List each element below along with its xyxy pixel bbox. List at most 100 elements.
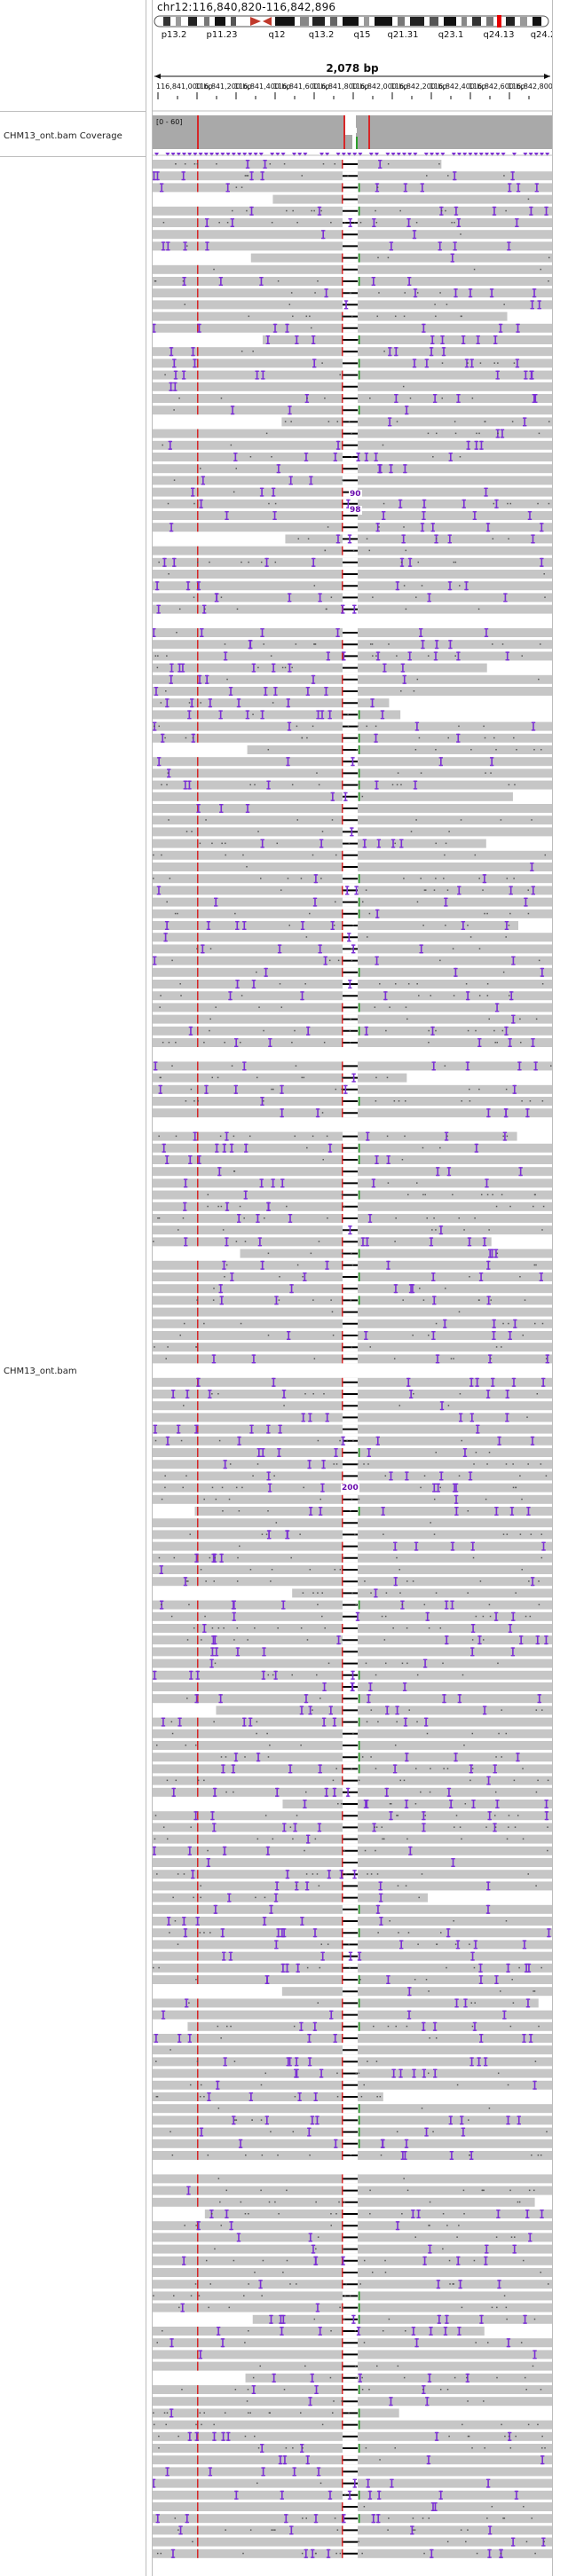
insertion-marker[interactable] bbox=[306, 2455, 309, 2465]
alignment-track[interactable] bbox=[153, 158, 552, 2572]
insertion-marker[interactable] bbox=[288, 1331, 289, 1340]
insertion-marker[interactable] bbox=[190, 1670, 193, 1680]
insertion-marker[interactable] bbox=[214, 1635, 217, 1645]
insertion-marker[interactable] bbox=[540, 2210, 543, 2218]
insertion-marker[interactable] bbox=[471, 1541, 474, 1551]
insertion-marker[interactable] bbox=[314, 2021, 316, 2031]
insertion-marker[interactable] bbox=[362, 1237, 364, 1247]
insertion-marker[interactable] bbox=[216, 593, 217, 603]
insertion-marker[interactable] bbox=[446, 1131, 447, 1141]
insertion-marker[interactable] bbox=[428, 593, 430, 603]
insertion-marker[interactable] bbox=[334, 2034, 336, 2043]
insertion-marker[interactable] bbox=[450, 1800, 452, 1808]
insertion-marker[interactable] bbox=[156, 581, 158, 591]
insertion-marker[interactable] bbox=[260, 277, 263, 286]
insertion-marker[interactable] bbox=[420, 628, 422, 637]
insertion-marker[interactable] bbox=[495, 1975, 498, 1984]
insertion-marker[interactable] bbox=[193, 1131, 196, 1141]
insertion-marker[interactable] bbox=[253, 1354, 255, 1364]
insertion-marker[interactable] bbox=[262, 1448, 264, 1457]
insertion-marker[interactable] bbox=[414, 358, 415, 368]
insertion-marker[interactable] bbox=[444, 1319, 446, 1328]
insertion-marker[interactable] bbox=[288, 663, 291, 673]
insertion-marker[interactable] bbox=[467, 2373, 469, 2383]
insertion-marker[interactable] bbox=[168, 768, 170, 778]
insertion-marker[interactable] bbox=[195, 1694, 198, 1704]
insertion-marker[interactable] bbox=[477, 335, 479, 344]
read-alignment[interactable] bbox=[240, 1249, 552, 1258]
read-alignment[interactable] bbox=[153, 2092, 383, 2101]
insertion-marker[interactable] bbox=[513, 2244, 516, 2254]
insertion-marker[interactable] bbox=[189, 1155, 192, 1164]
insertion-marker[interactable] bbox=[344, 792, 347, 801]
insertion-marker[interactable] bbox=[209, 698, 211, 708]
insertion-marker[interactable] bbox=[402, 2151, 404, 2160]
insertion-marker[interactable] bbox=[153, 323, 155, 333]
insertion-marker[interactable] bbox=[188, 710, 191, 720]
insertion-marker[interactable] bbox=[182, 171, 185, 181]
insertion-marker[interactable] bbox=[231, 1143, 233, 1153]
insertion-marker[interactable] bbox=[534, 1061, 537, 1071]
insertion-marker[interactable] bbox=[390, 464, 392, 474]
insertion-marker[interactable] bbox=[197, 2221, 200, 2231]
read-alignment[interactable] bbox=[153, 2327, 485, 2336]
insertion-marker[interactable] bbox=[462, 335, 464, 344]
insertion-marker[interactable] bbox=[309, 1413, 312, 1422]
insertion-marker[interactable] bbox=[219, 1284, 222, 1294]
insertion-marker[interactable] bbox=[347, 499, 350, 508]
read-alignment[interactable] bbox=[153, 1237, 492, 1247]
insertion-marker[interactable] bbox=[532, 1577, 533, 1587]
insertion-marker[interactable] bbox=[225, 1237, 228, 1247]
alignment-track-name[interactable]: CHM13_ont.bam bbox=[4, 1367, 77, 1376]
insertion-marker[interactable] bbox=[316, 2115, 319, 2125]
insertion-marker[interactable] bbox=[383, 511, 384, 520]
insertion-marker[interactable] bbox=[194, 1811, 197, 1821]
insertion-marker[interactable] bbox=[311, 2373, 313, 2383]
insertion-marker[interactable] bbox=[281, 1178, 284, 1188]
insertion-marker[interactable] bbox=[253, 663, 255, 673]
insertion-marker[interactable] bbox=[196, 1917, 199, 1926]
insertion-marker[interactable] bbox=[211, 1647, 214, 1657]
insertion-marker[interactable] bbox=[530, 2034, 532, 2043]
insertion-marker[interactable] bbox=[538, 300, 540, 310]
insertion-marker[interactable] bbox=[532, 721, 534, 731]
insertion-marker[interactable] bbox=[168, 1917, 170, 1926]
insertion-marker[interactable] bbox=[153, 2478, 154, 2488]
insertion-marker[interactable] bbox=[243, 1061, 246, 1071]
read-alignment[interactable] bbox=[153, 663, 487, 673]
insertion-marker[interactable] bbox=[233, 1611, 235, 1621]
insertion-marker[interactable] bbox=[480, 1975, 482, 1984]
insertion-marker[interactable] bbox=[507, 2115, 509, 2125]
insertion-marker[interactable] bbox=[414, 288, 416, 298]
insertion-marker[interactable] bbox=[449, 581, 451, 591]
insertion-marker[interactable] bbox=[454, 241, 456, 251]
insertion-marker[interactable] bbox=[367, 1131, 369, 1141]
insertion-marker[interactable] bbox=[387, 1260, 390, 1270]
insertion-marker[interactable] bbox=[272, 1178, 274, 1188]
insertion-marker[interactable] bbox=[208, 921, 209, 930]
insertion-marker[interactable] bbox=[484, 1237, 485, 1247]
insertion-marker[interactable] bbox=[175, 370, 177, 380]
insertion-marker[interactable] bbox=[489, 1354, 491, 1364]
insertion-marker[interactable] bbox=[349, 1225, 351, 1235]
insertion-marker[interactable] bbox=[509, 1331, 511, 1340]
insertion-marker[interactable] bbox=[400, 839, 403, 848]
insertion-marker[interactable] bbox=[231, 1272, 233, 1281]
insertion-marker[interactable] bbox=[280, 1084, 283, 1094]
insertion-marker[interactable] bbox=[365, 1331, 367, 1340]
insertion-marker[interactable] bbox=[405, 1717, 406, 1727]
insertion-marker[interactable] bbox=[206, 674, 209, 684]
insertion-marker[interactable] bbox=[237, 1647, 239, 1657]
insertion-marker[interactable] bbox=[408, 1987, 411, 1997]
insertion-marker[interactable] bbox=[531, 863, 533, 871]
insertion-marker[interactable] bbox=[534, 394, 537, 403]
insertion-marker[interactable] bbox=[196, 1670, 199, 1680]
insertion-marker[interactable] bbox=[213, 1823, 216, 1832]
insertion-marker[interactable] bbox=[487, 1390, 489, 1398]
insertion-marker[interactable] bbox=[478, 1635, 481, 1645]
read-alignment[interactable] bbox=[245, 2373, 552, 2383]
insertion-marker[interactable] bbox=[215, 1904, 217, 1914]
insertion-marker[interactable] bbox=[413, 2327, 414, 2336]
insertion-marker[interactable] bbox=[511, 1507, 513, 1516]
insertion-marker[interactable] bbox=[287, 2057, 289, 2067]
